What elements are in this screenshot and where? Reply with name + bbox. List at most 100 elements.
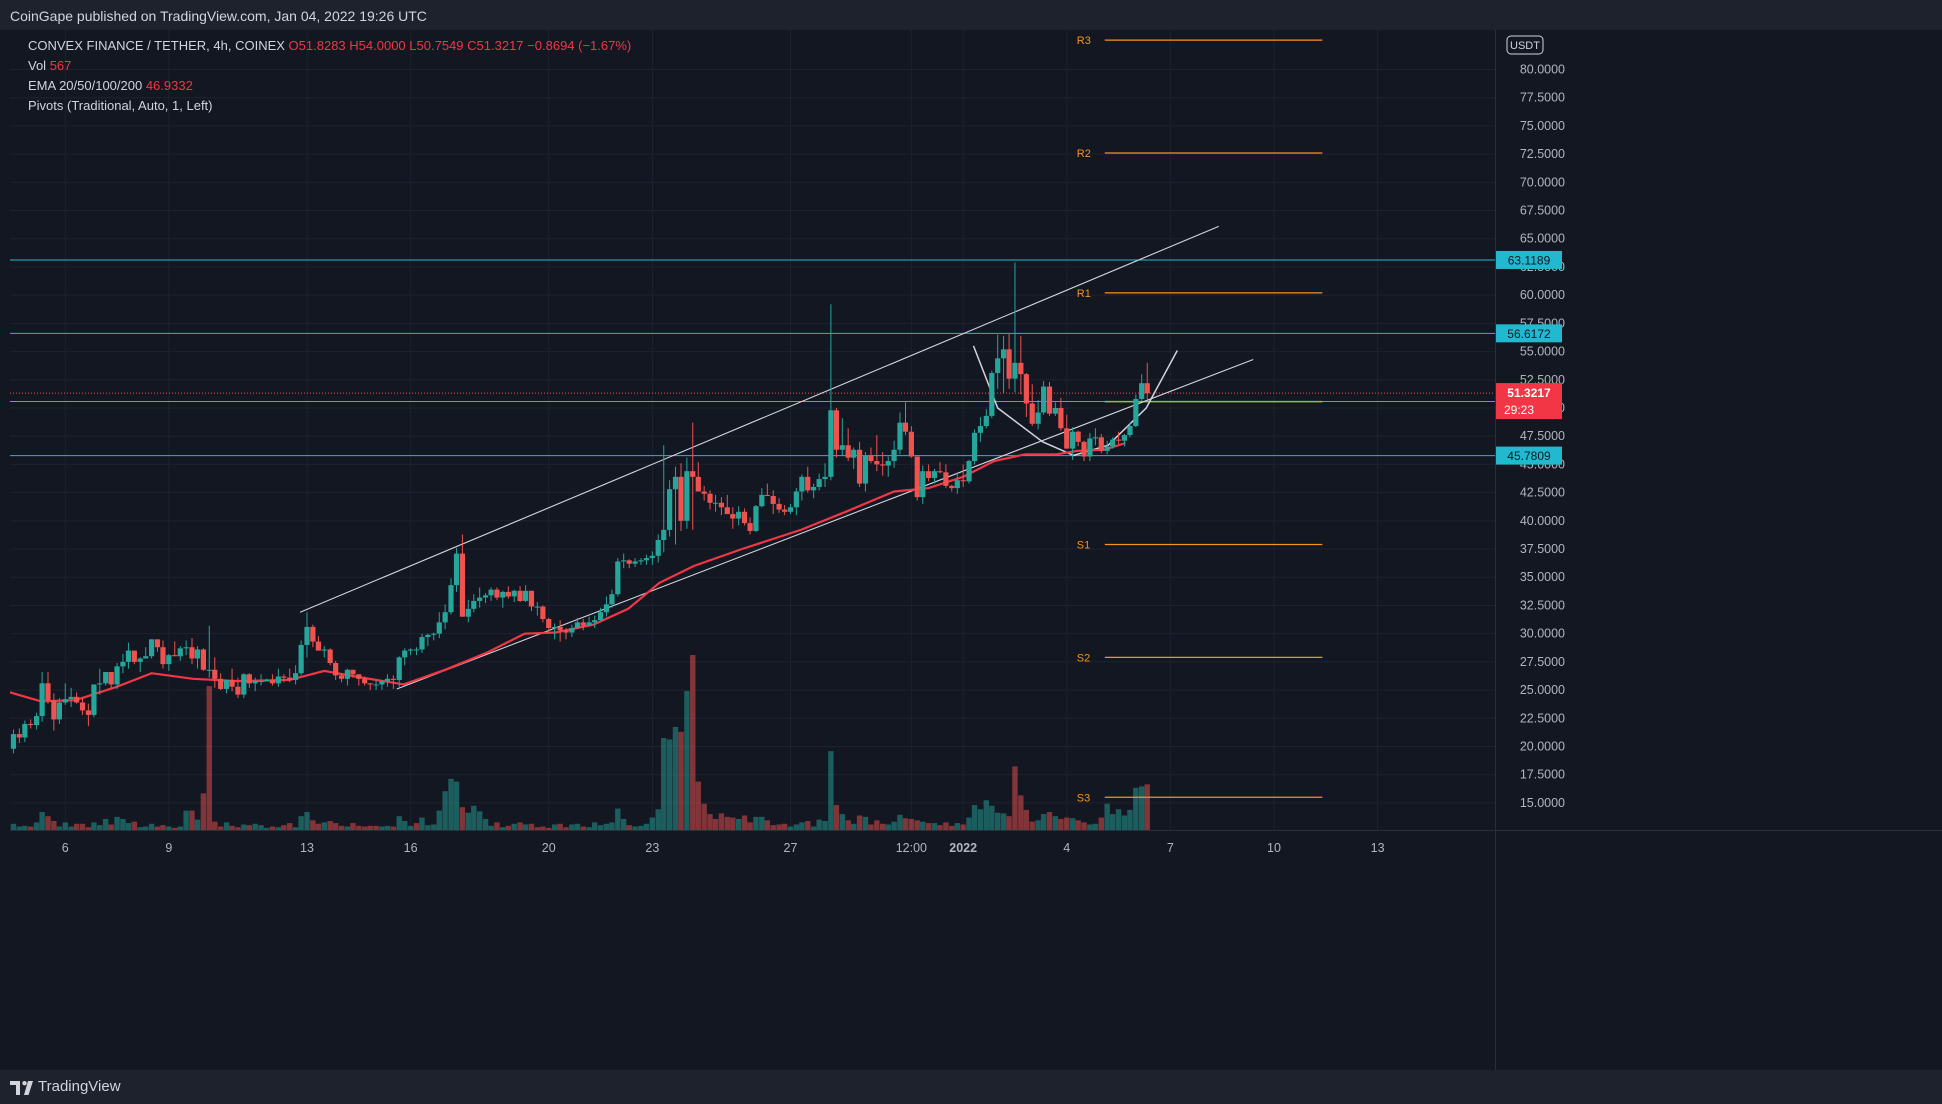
volume-bar [68, 826, 74, 830]
volume-bar [805, 821, 811, 830]
volume-bar [45, 816, 51, 830]
candle-body [200, 649, 206, 670]
publisher-text: CoinGape published on TradingView.com, J… [10, 8, 427, 24]
candle-body [828, 410, 834, 477]
candle-body [811, 486, 817, 491]
candle [1064, 414, 1070, 449]
candle [246, 673, 252, 688]
candle-body [28, 723, 34, 726]
candle [793, 488, 799, 516]
candle-body [33, 716, 40, 726]
candle-body [494, 589, 500, 598]
volume-bar [332, 823, 339, 830]
candle-body [632, 561, 638, 564]
volume-bar [747, 822, 753, 830]
volume-bar [356, 825, 362, 830]
candle [626, 559, 632, 569]
candle-body [241, 674, 247, 695]
candle [828, 304, 834, 481]
candle [811, 483, 817, 499]
volume-bar [1121, 815, 1128, 830]
volume-bar [131, 821, 138, 830]
candle [960, 464, 966, 487]
candle-body [223, 679, 230, 689]
candle [574, 617, 581, 630]
volume-bar [315, 823, 322, 830]
candle [949, 484, 955, 492]
candle [298, 640, 304, 676]
candle [189, 638, 195, 665]
candle-body [1070, 431, 1076, 449]
price-tick-label: 77.5000 [1520, 91, 1565, 105]
chart-canvas[interactable]: R3 R2 R1 S1 S2 S3 80.0000 77.5000 75.0000 72.5000… [9, 30, 1942, 1070]
candle [453, 547, 460, 592]
candle-body [275, 676, 281, 684]
candle [436, 612, 442, 639]
candle-body [995, 358, 1001, 374]
candle-body [943, 472, 949, 486]
candle-body [91, 684, 97, 715]
volume-bar [500, 827, 506, 830]
candle-body [667, 489, 673, 530]
time-tick-label: 13 [1371, 841, 1385, 855]
candle [310, 624, 316, 648]
candle [805, 466, 811, 493]
candle [471, 594, 477, 613]
volume-bar [908, 818, 915, 830]
volume-bar [287, 823, 293, 830]
candle-body [431, 633, 437, 635]
volume-bar [517, 822, 523, 830]
candle [586, 616, 592, 626]
volume-bar [1144, 784, 1150, 830]
candle-body [408, 649, 414, 651]
volume-bar [229, 825, 235, 830]
candle-body [891, 449, 897, 462]
candle [131, 650, 137, 665]
candle [782, 505, 788, 516]
volume-bar [735, 818, 742, 830]
pivot-label-r3: R3 [1077, 35, 1091, 47]
candle-body [356, 674, 362, 679]
volume-bar [241, 824, 247, 830]
candle-body [1092, 437, 1099, 439]
candle-body [971, 432, 978, 462]
candle-body [1023, 374, 1029, 404]
volume-bar [16, 826, 23, 830]
level-price-tag [1496, 250, 1562, 269]
candle-body [908, 431, 914, 457]
volume-bar [350, 823, 356, 830]
candle-body [500, 591, 506, 598]
volume-bar [793, 824, 800, 830]
volume-bar [494, 822, 500, 830]
time-tick-label: 10 [1267, 841, 1281, 855]
candle [1133, 394, 1139, 428]
candle [327, 648, 333, 666]
candle-body [557, 626, 563, 631]
candle-body [373, 684, 379, 686]
volume-bar [925, 823, 932, 830]
volume-bar [591, 822, 598, 830]
vol-label: Vol [28, 58, 47, 73]
candle [183, 640, 189, 656]
candle-body [442, 612, 448, 623]
volume-bar [51, 821, 57, 830]
volume-bar [200, 793, 207, 830]
candle [344, 668, 351, 686]
price-tick-label: 42.5000 [1520, 486, 1565, 500]
candle [1012, 262, 1018, 393]
candle [143, 647, 149, 659]
candle-body [977, 426, 984, 433]
candle [741, 508, 748, 526]
volume-bar [638, 825, 644, 830]
price-chart[interactable]: R3 R2 R1 S1 S2 S3 80.0000 77.5000 75.0000 72.5000… [9, 30, 1942, 1070]
volume-bar [1029, 821, 1035, 830]
candle [362, 676, 368, 686]
level-price-label: 63.1189 [1508, 253, 1551, 267]
volume-bar [759, 816, 765, 830]
volume-bar [1087, 824, 1093, 830]
candle-body [592, 620, 598, 623]
candle [477, 587, 483, 608]
candle [241, 673, 247, 698]
candle [396, 656, 402, 688]
candle [79, 696, 86, 715]
